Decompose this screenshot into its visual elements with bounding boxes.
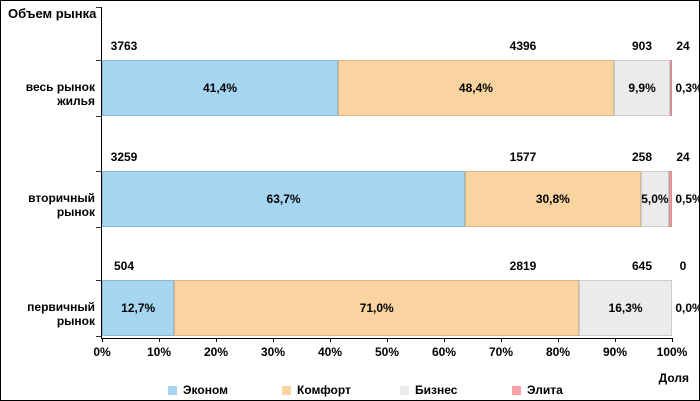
bar-segment-economy — [102, 280, 175, 336]
bar-segment-elite — [670, 60, 672, 116]
axis-tick — [96, 336, 101, 337]
x-tick-label: 60% — [431, 345, 457, 359]
value-label-comfort: 4396 — [509, 39, 537, 53]
axis-tick — [387, 338, 388, 342]
axis-tick — [672, 338, 673, 342]
share-label-business: 9,9% — [628, 81, 656, 95]
axis-tick — [96, 280, 101, 281]
axis-tick — [330, 338, 331, 342]
x-tick-label: 20% — [203, 345, 229, 359]
value-label-economy: 3259 — [110, 150, 138, 164]
value-label-elite: 24 — [676, 150, 690, 164]
x-tick-label: 10% — [146, 345, 172, 359]
value-label-business: 645 — [631, 259, 653, 273]
bar-segment-business — [613, 60, 671, 116]
legend-swatch-economy — [168, 385, 177, 395]
bar-segment-business — [579, 280, 672, 336]
x-tick-label: 70% — [488, 345, 514, 359]
bar-segment-comfort — [174, 280, 580, 336]
x-tick-label: 100% — [656, 345, 688, 359]
axis-tick — [273, 338, 274, 342]
share-label-elite: 0,0% — [675, 301, 700, 315]
legend-label: Бизнес — [415, 383, 458, 397]
value-label-economy: 504 — [113, 259, 135, 273]
legend-item-economy: Эконом — [168, 382, 228, 398]
x-tick-label: 90% — [602, 345, 628, 359]
axis-tick — [615, 338, 616, 342]
x-tick-label: 0% — [93, 345, 111, 359]
legend-label: Элита — [527, 383, 563, 397]
legend-swatch-elite — [512, 385, 521, 395]
value-label-comfort: 1577 — [509, 150, 537, 164]
bar-segment-comfort — [465, 171, 641, 227]
plot-area: 3763 41,4% 4396 48,4% 903 9,9% 24 0,3% 3259 63,7%… — [93, 7, 699, 359]
share-label-elite: 0,3% — [675, 81, 700, 95]
legend-swatch-comfort — [282, 385, 291, 395]
legend-label: Комфорт — [297, 383, 351, 397]
legend-label: Эконом — [183, 383, 229, 397]
axis-tick — [102, 338, 103, 342]
x-tick-label: 30% — [260, 345, 286, 359]
legend-swatch-business — [400, 385, 409, 395]
value-label-business: 258 — [631, 150, 653, 164]
x-tick-label: 40% — [317, 345, 343, 359]
share-label-comfort: 30,8% — [535, 192, 570, 206]
share-label-economy: 63,7% — [266, 192, 301, 206]
axis-tick — [96, 116, 101, 117]
axis-tick — [159, 338, 160, 342]
bar-segment-economy — [102, 171, 466, 227]
axis-tick — [558, 338, 559, 342]
share-label-business: 16,3% — [608, 301, 643, 315]
x-tick-label: 80% — [545, 345, 571, 359]
axis-tick — [96, 7, 101, 8]
axis-tick — [501, 338, 502, 342]
value-label-business: 903 — [631, 39, 653, 53]
legend-item-comfort: Комфорт — [282, 382, 351, 398]
axis-tick — [96, 227, 101, 228]
share-label-comfort: 71,0% — [359, 301, 394, 315]
category-label: весь рынок жилья — [25, 80, 95, 108]
category-label: первичный рынок — [27, 300, 95, 328]
bar-segment-comfort — [337, 60, 614, 116]
axis-tick — [96, 171, 101, 172]
axis-tick — [216, 338, 217, 342]
value-label-economy: 3763 — [110, 39, 138, 53]
bar-segment-elite — [669, 171, 672, 227]
bar-segment-economy — [102, 60, 338, 116]
bar-segment-business — [640, 171, 670, 227]
share-axis-label: Доля — [658, 371, 689, 385]
share-label-business: 5,0% — [641, 192, 669, 206]
share-label-elite: 0,5% — [675, 192, 700, 206]
category-label: вторичный рынок — [28, 191, 95, 219]
x-tick-label: 50% — [374, 345, 400, 359]
chart-legend: Эконом Комфорт Бизнес Элита — [1, 382, 699, 400]
value-label-comfort: 2819 — [509, 259, 537, 273]
share-label-comfort: 48,4% — [458, 81, 493, 95]
axis-tick — [444, 338, 445, 342]
share-label-economy: 12,7% — [121, 301, 156, 315]
chart-title: Объем рынка — [8, 6, 97, 21]
share-label-economy: 41,4% — [202, 81, 237, 95]
value-label-elite: 24 — [676, 39, 690, 53]
value-label-elite: 0 — [679, 259, 687, 273]
legend-item-elite: Элита — [512, 382, 563, 398]
axis-tick — [96, 60, 101, 61]
legend-item-business: Бизнес — [400, 382, 457, 398]
